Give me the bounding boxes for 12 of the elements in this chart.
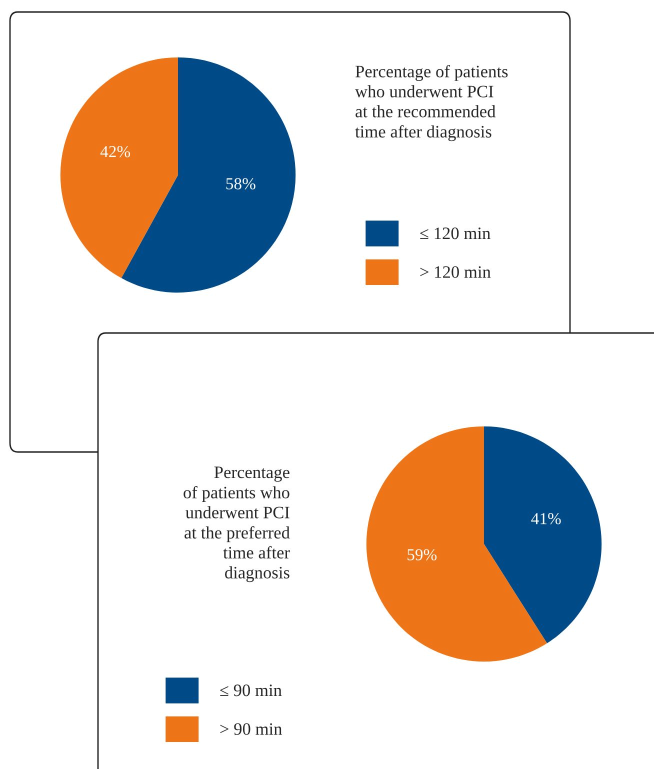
text: Percentage of patients who underwent PCI at the recommended time after diagnosis — [355, 65, 508, 142]
data-label: 41% — [531, 513, 561, 524]
legend-label: > 120 min — [420, 266, 491, 278]
pie-slice — [60, 57, 178, 278]
text: Percentage of patients who underwent PCI at the preferred time after diagnosis — [184, 466, 290, 582]
legend-label: ≤ 120 min — [420, 227, 490, 240]
pie-slice — [484, 426, 602, 644]
legend-label: > 90 min — [220, 723, 282, 735]
legend-label: ≤ 90 min — [220, 684, 282, 696]
data-label: 42% — [100, 146, 130, 158]
data-label: 59% — [408, 549, 437, 560]
data-label: 58% — [226, 178, 256, 190]
